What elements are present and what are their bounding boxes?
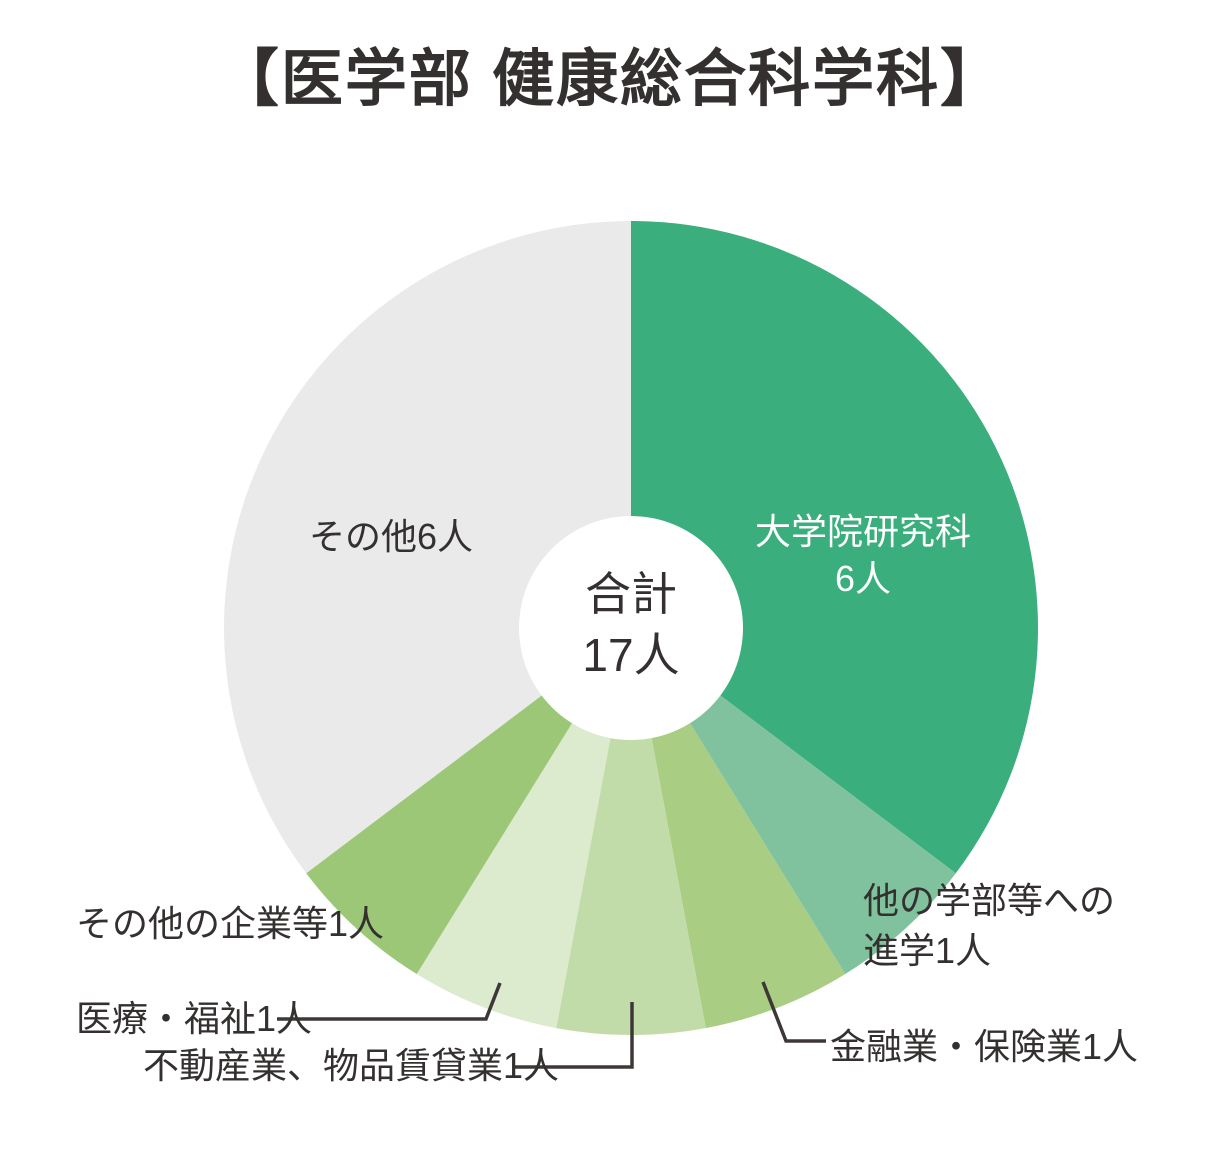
slice-label-other-companies: その他の企業等1人 bbox=[76, 903, 385, 944]
pie-slice-2 bbox=[631, 628, 846, 1029]
chart-title: 【医学部 健康総合科学科】 bbox=[216, 45, 1005, 114]
center-total-line2: 17人 bbox=[582, 629, 680, 681]
donut-hole bbox=[519, 516, 743, 740]
slice-label-graduate-line2: 6人 bbox=[834, 557, 892, 599]
pie-slice-6 bbox=[224, 221, 631, 874]
center-total-line1: 合計 bbox=[584, 567, 677, 620]
slice-label-graduate-school: 大学院研究科 6人 bbox=[700, 509, 1026, 603]
leader-line-medical-welfare bbox=[277, 982, 502, 1021]
slice-label-graduate-line1: 大学院研究科 bbox=[754, 511, 971, 552]
slice-label-other-faculty: 他の学部等への 進学1人 bbox=[863, 876, 1115, 975]
pie-slice-1 bbox=[631, 628, 956, 975]
leader-line-finance bbox=[761, 981, 826, 1043]
slice-label-real-estate: 不動産業、物品賃貸業1人 bbox=[143, 1045, 560, 1086]
slice-label-other-faculty-line1: 他の学部等への bbox=[863, 880, 1116, 921]
pie-slice-0 bbox=[631, 221, 1038, 874]
leader-line-real-estate bbox=[515, 1002, 634, 1069]
slice-label-medical-welfare: 医療・福祉1人 bbox=[76, 998, 313, 1039]
pie-slice-5 bbox=[306, 628, 631, 975]
slice-label-finance: 金融業・保険業1人 bbox=[830, 1026, 1139, 1067]
slice-label-other-faculty-line2: 進学1人 bbox=[863, 929, 992, 971]
center-total-label: 合計 17人 bbox=[582, 564, 679, 686]
pie-slice-4 bbox=[416, 628, 631, 1029]
slice-label-others: その他6人 bbox=[309, 516, 474, 557]
pie-slice-3 bbox=[556, 628, 706, 1035]
